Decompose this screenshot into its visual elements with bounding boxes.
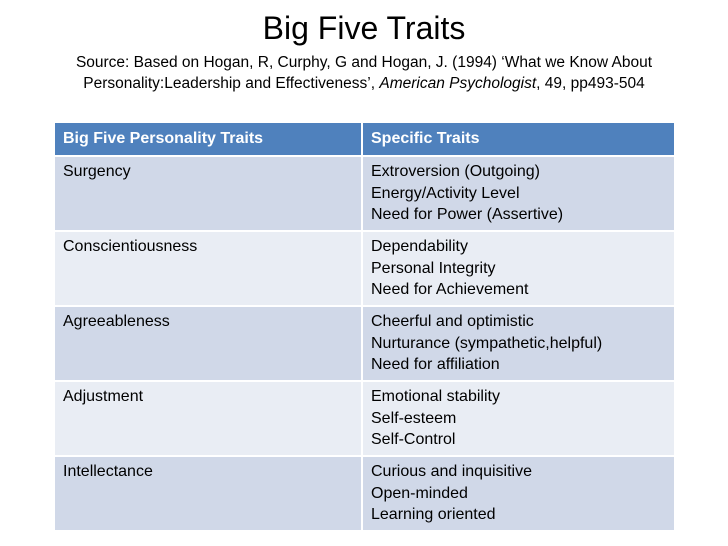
trait-name: Surgency: [55, 155, 363, 231]
specific-trait: Energy/Activity Level: [371, 184, 520, 202]
table-row: Conscientiousness Dependability Personal…: [55, 230, 674, 306]
specific-trait: Emotional stability: [371, 388, 500, 405]
page-title: Big Five Traits: [262, 10, 466, 46]
specific-traits: Curious and inquisitive Open-minded Lear…: [362, 455, 674, 530]
specific-traits: Emotional stability Self-esteem Self-Con…: [362, 380, 674, 456]
source-journal: American Psychologist: [379, 75, 537, 92]
traits-table: Big Five Personality Traits Specific Tra…: [55, 123, 674, 530]
column-header-specific-traits: Specific Traits: [362, 123, 674, 156]
source-citation: Source: Based on Hogan, R, Curphy, G and…: [40, 52, 688, 94]
specific-trait: Need for Achievement: [371, 281, 529, 298]
specific-traits: Extroversion (Outgoing) Energy/Activity …: [362, 155, 674, 231]
specific-traits: Cheerful and optimistic Nurturance (symp…: [362, 305, 674, 381]
specific-trait: Personal Integrity: [371, 259, 496, 277]
specific-trait: Need for affiliation: [371, 356, 500, 373]
specific-trait: Curious and inquisitive: [371, 463, 532, 480]
specific-traits: Dependability Personal Integrity Need fo…: [362, 230, 674, 306]
specific-trait: Open-minded: [371, 484, 468, 502]
specific-trait: Dependability: [371, 238, 468, 255]
specific-trait: Self-Control: [371, 431, 456, 448]
specific-trait: Self-esteem: [371, 409, 457, 427]
specific-trait: Learning oriented: [371, 506, 496, 523]
table-row: Surgency Extroversion (Outgoing) Energy/…: [55, 155, 674, 231]
specific-trait: Extroversion (Outgoing): [371, 163, 540, 180]
table-row: Agreeableness Cheerful and optimistic Nu…: [55, 305, 674, 381]
source-citation-details: , 49, pp493-504: [536, 75, 645, 92]
specific-trait: Nurturance (sympathetic,helpful): [371, 334, 603, 352]
trait-name: Adjustment: [55, 380, 363, 456]
specific-trait: Need for Power (Assertive): [371, 206, 564, 223]
trait-name: Agreeableness: [55, 305, 363, 381]
table-header-row: Big Five Personality Traits Specific Tra…: [55, 123, 674, 156]
trait-name: Conscientiousness: [55, 230, 363, 306]
specific-trait: Cheerful and optimistic: [371, 313, 534, 330]
trait-name: Intellectance: [55, 455, 363, 530]
table-row: Adjustment Emotional stability Self-este…: [55, 380, 674, 456]
column-header-big-five: Big Five Personality Traits: [55, 123, 363, 156]
table-row: Intellectance Curious and inquisitive Op…: [55, 455, 674, 530]
source-citation-text: Source: Based on Hogan, R, Curphy, G and…: [75, 54, 653, 92]
